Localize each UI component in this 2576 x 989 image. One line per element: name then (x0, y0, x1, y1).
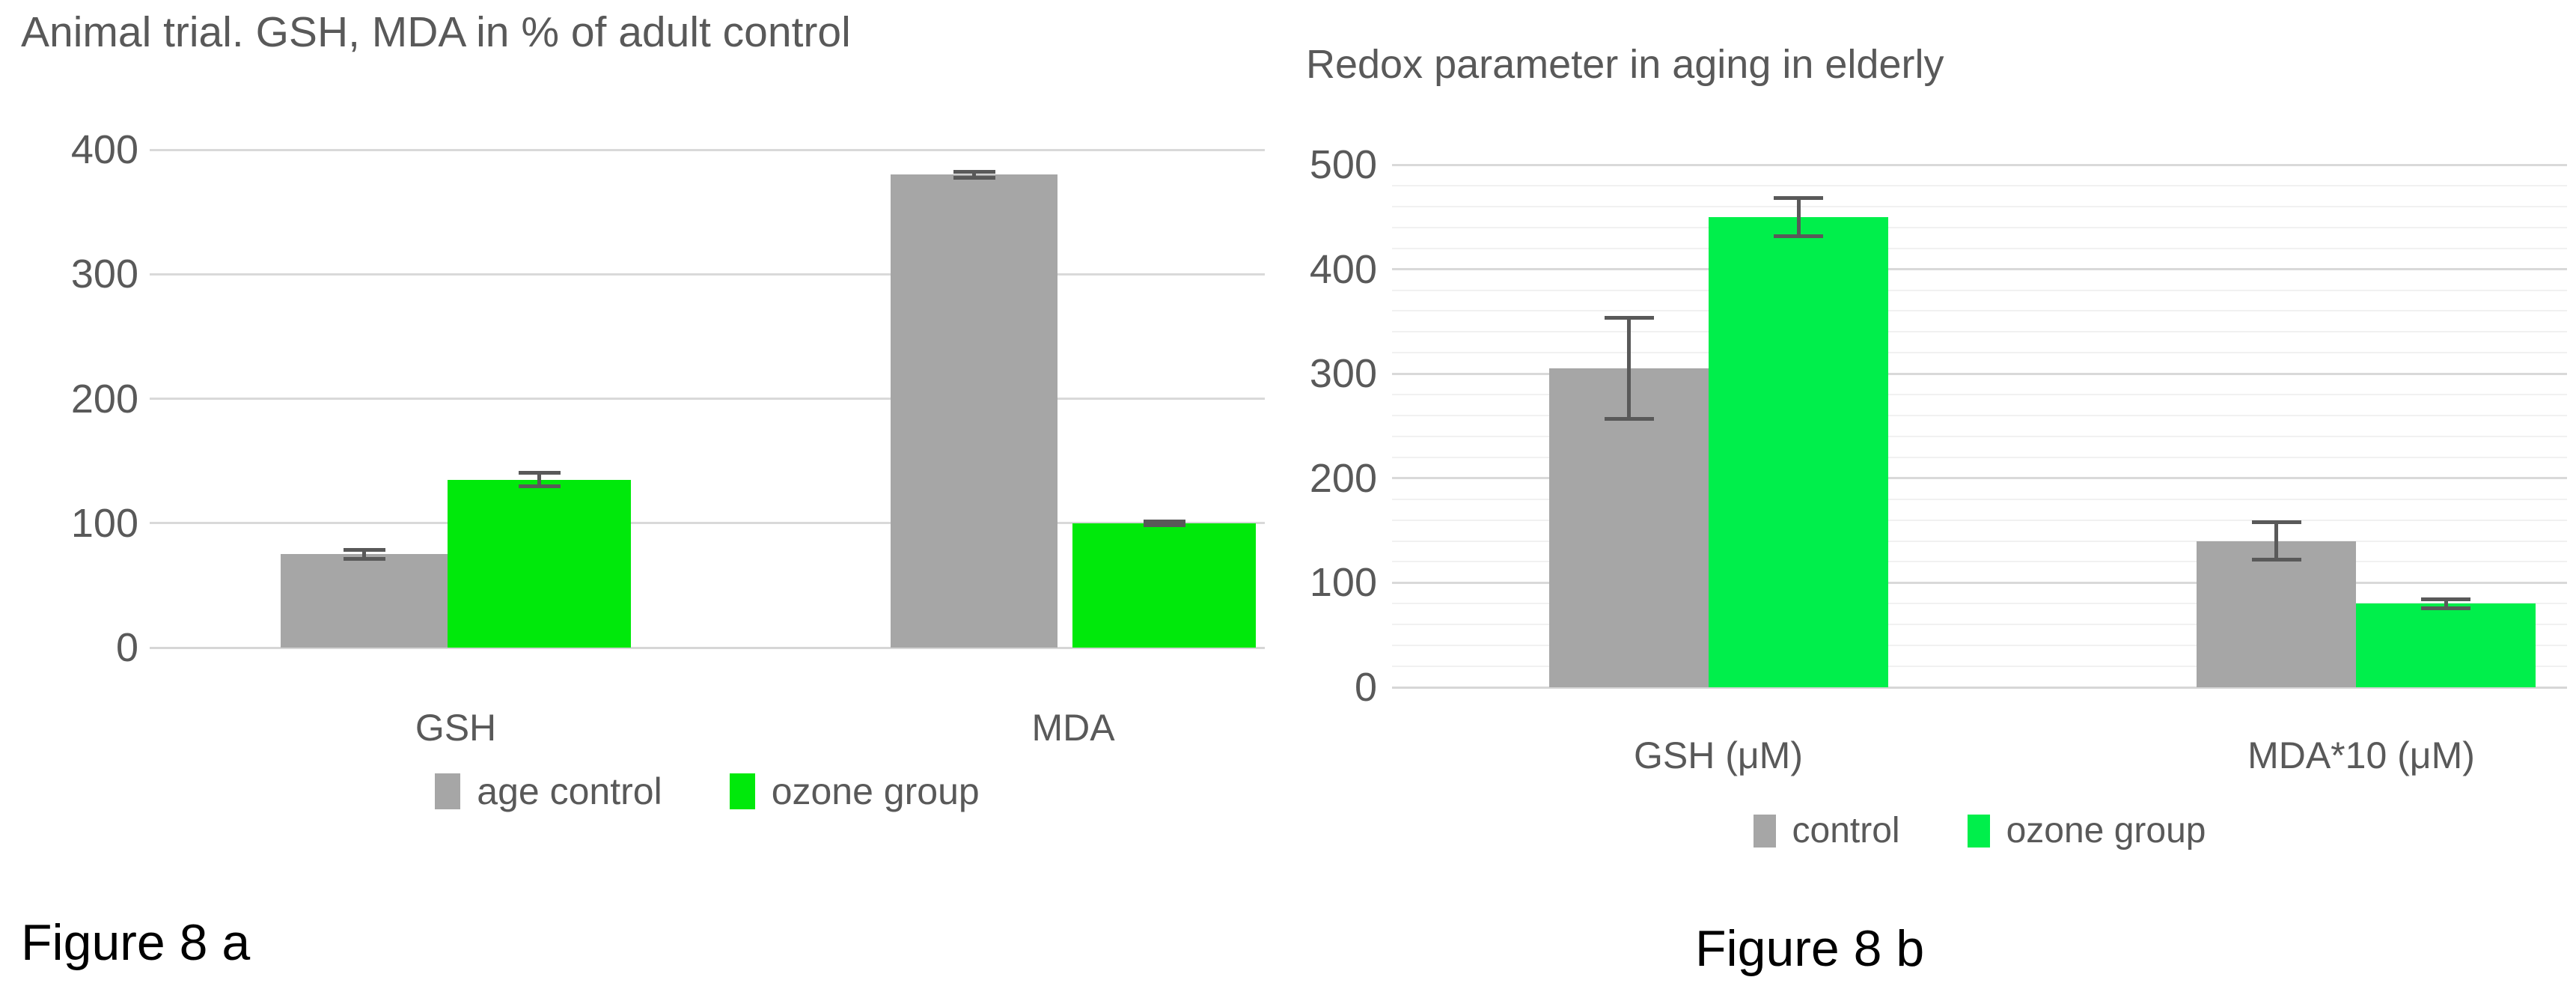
major-gridline (1392, 581, 2567, 584)
error-bar-stem (2444, 597, 2448, 610)
minor-gridline (1392, 624, 2567, 626)
y-axis-tick-label: 300 (70, 252, 138, 297)
error-bar-stem (1627, 316, 1631, 421)
error-bar-stem (2274, 520, 2278, 562)
minor-gridline (1392, 666, 2567, 668)
bar-gsh-age-control (281, 554, 448, 648)
minor-gridline (1392, 289, 2567, 291)
bar-mda-age-control (891, 174, 1057, 648)
minor-gridline (1392, 456, 2567, 458)
y-axis-tick-label: 400 (70, 127, 138, 172)
major-gridline (1392, 268, 2567, 271)
legend-swatch-control (1753, 814, 1776, 848)
minor-gridline (1392, 415, 2567, 417)
error-bar-stem (972, 169, 976, 180)
legend-label-ozone-group-right: ozone group (2006, 811, 2206, 850)
y-axis-tick-label: 400 (1309, 246, 1377, 292)
error-bar-cap (2421, 606, 2470, 610)
figure-caption-left: Figure 8 a (21, 914, 251, 971)
error-bar (2421, 597, 2470, 610)
chart-title-left: Animal trial. GSH, MDA in % of adult con… (21, 8, 851, 56)
legend-swatch-ozone-group-right (1967, 814, 1990, 848)
bar-gsh-m--ozone-group (1709, 216, 1888, 687)
legend-item-control: control (1753, 810, 1900, 851)
x-axis-category-label: MDA (1031, 707, 1115, 749)
y-axis-tick-label: 300 (1309, 351, 1377, 397)
error-bar-stem (537, 470, 541, 489)
error-bar-stem (362, 548, 366, 561)
error-bar (1774, 195, 1823, 238)
major-gridline (150, 148, 1265, 151)
y-axis-tick-label: 200 (1309, 455, 1377, 501)
bar-gsh-ozone-group (448, 479, 631, 648)
x-axis-category-label: GSH (415, 707, 497, 749)
major-gridline (150, 273, 1265, 276)
minor-gridline (1392, 184, 2567, 186)
major-gridline (150, 522, 1265, 525)
bar-mda-10-m--control (2197, 541, 2356, 687)
error-bar-cap (953, 175, 995, 180)
legend-swatch-age-control (435, 773, 461, 809)
bar-mda-10-m--ozone-group (2356, 603, 2536, 687)
error-bar-cap (518, 484, 561, 489)
x-axis-line (150, 646, 1265, 649)
x-axis-line (1392, 686, 2567, 689)
major-gridline (1392, 163, 2567, 166)
y-axis-tick-label: 100 (70, 500, 138, 546)
legend-right: control ozone group (1392, 810, 2567, 851)
error-bar (953, 169, 995, 180)
minor-gridline (1392, 435, 2567, 437)
chart-title-right: Redox parameter in aging in elderly (1306, 42, 1944, 87)
error-bar-stem (1796, 195, 1801, 238)
error-bar-cap (1774, 234, 1823, 238)
error-bar (518, 470, 561, 489)
legend-item-ozone-group: ozone group (729, 770, 980, 813)
legend-label-age-control: age control (477, 770, 662, 812)
minor-gridline (1392, 331, 2567, 333)
legend-item-age-control: age control (435, 770, 662, 813)
error-bar (343, 548, 385, 561)
legend-left: age control ozone group (150, 770, 1265, 813)
legend-label-ozone-group: ozone group (771, 770, 980, 812)
y-axis-tick-label: 0 (1354, 665, 1377, 710)
bar-chart-redox-elderly: 0 100 200 300 400 500 GSH (μM) MDA*10 (μM) (1310, 142, 2567, 776)
minor-gridline (1392, 310, 2567, 312)
minor-gridline (1392, 394, 2567, 396)
x-axis-category-label: GSH (μM) (1633, 734, 1803, 776)
y-axis-tick-label: 200 (70, 376, 138, 422)
legend-swatch-ozone-group (729, 773, 755, 809)
legend-label-control: control (1792, 811, 1900, 850)
minor-gridline (1392, 540, 2567, 542)
figure-caption-right: Figure 8 b (1695, 920, 1925, 977)
error-bar-cap (1604, 417, 1654, 421)
y-axis-tick-label: 0 (115, 625, 138, 670)
x-axis-category-label: MDA*10 (μM) (2247, 734, 2475, 776)
minor-gridline (1392, 352, 2567, 354)
minor-gridline (1392, 247, 2567, 249)
major-gridline (1392, 372, 2567, 375)
minor-gridline (1392, 205, 2567, 207)
y-axis-tick-label: 100 (1309, 560, 1377, 606)
bar-mda-ozone-group (1072, 523, 1256, 648)
minor-gridline (1392, 561, 2567, 563)
minor-gridline (1392, 498, 2567, 500)
error-bar (1143, 519, 1185, 527)
legend-item-ozone-group-right: ozone group (1967, 810, 2206, 851)
error-bar (2251, 520, 2301, 562)
major-gridline (150, 398, 1265, 400)
bar-chart-animal-trial: 0 100 200 300 400 GSH MDA (71, 127, 1265, 749)
minor-gridline (1392, 645, 2567, 647)
y-axis-tick-label: 500 (1309, 142, 1377, 187)
minor-gridline (1392, 226, 2567, 228)
minor-gridline (1392, 519, 2567, 521)
error-bar-cap (343, 556, 385, 561)
error-bar-cap (2251, 558, 2301, 562)
error-bar-cap (1143, 523, 1185, 527)
bar-gsh-m--control (1549, 368, 1709, 687)
minor-gridline (1392, 603, 2567, 605)
error-bar (1604, 316, 1654, 421)
major-gridline (1392, 477, 2567, 480)
